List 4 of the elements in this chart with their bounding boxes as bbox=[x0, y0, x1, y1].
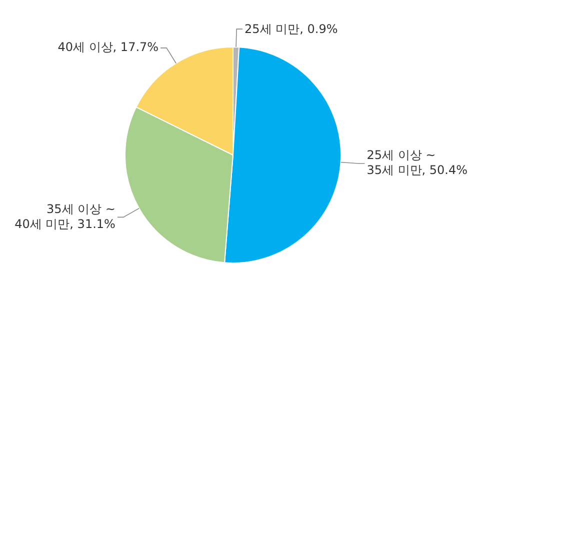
slice-label: 40세 이상, 17.7% bbox=[56, 40, 159, 56]
slice-label: 35세 이상 ~ 40세 미만, 31.1% bbox=[14, 202, 116, 232]
slice-label: 25세 이상 ~ 35세 미만, 50.4% bbox=[366, 148, 469, 178]
slice-label: 25세 미만, 0.9% bbox=[244, 22, 339, 37]
